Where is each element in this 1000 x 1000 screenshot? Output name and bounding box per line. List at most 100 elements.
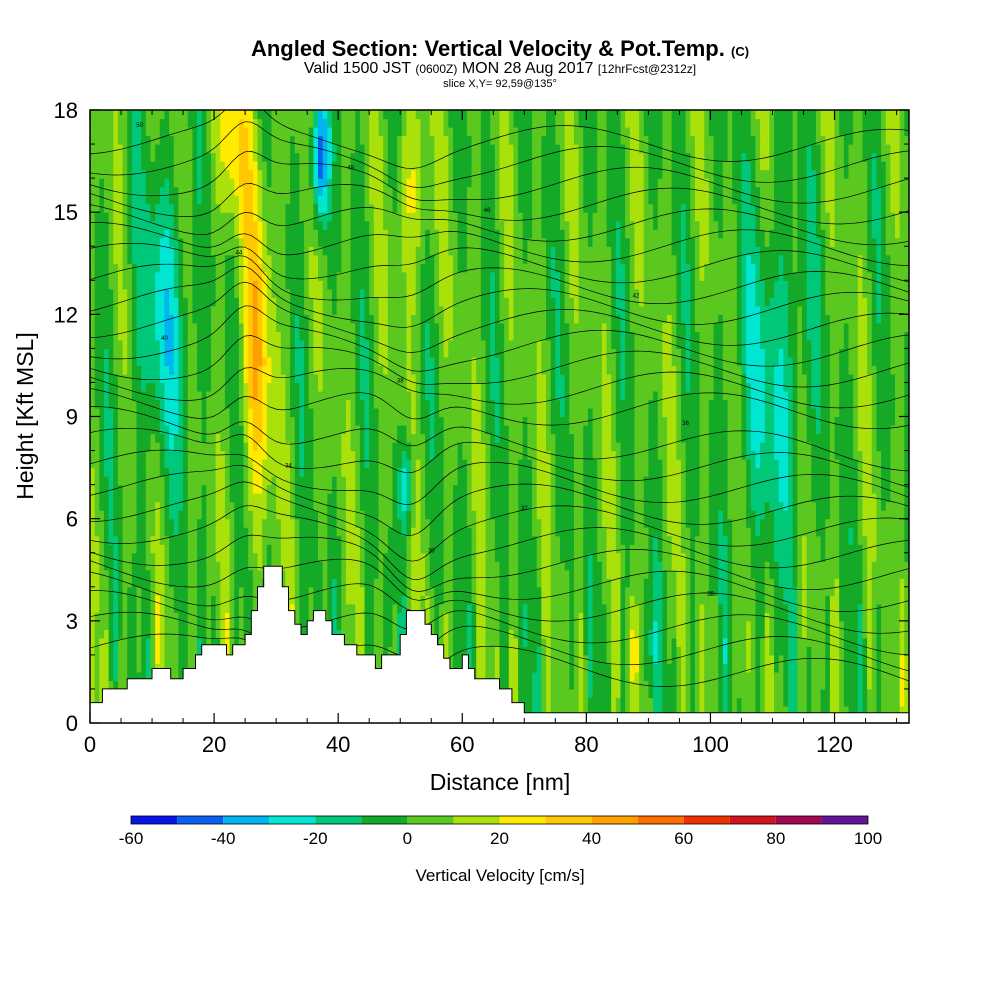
field-cell xyxy=(122,348,128,358)
field-cell xyxy=(113,527,119,537)
field-cell xyxy=(206,603,212,613)
field-cell xyxy=(271,450,277,460)
field-cell xyxy=(369,212,375,222)
field-cell xyxy=(145,263,152,273)
field-cell xyxy=(103,220,110,230)
field-cell xyxy=(290,569,296,579)
field-cell xyxy=(173,220,180,230)
field-cell xyxy=(187,288,193,298)
field-cell xyxy=(299,365,305,375)
field-cell xyxy=(192,493,198,503)
field-cell xyxy=(206,552,212,562)
field-cell xyxy=(150,212,156,222)
field-cell xyxy=(308,416,314,426)
field-cell xyxy=(141,178,147,188)
field-cell xyxy=(345,280,352,290)
field-cell xyxy=(238,254,245,264)
field-cell xyxy=(308,484,314,494)
field-cell xyxy=(210,561,217,571)
field-cell xyxy=(313,399,319,409)
field-cell xyxy=(127,288,133,298)
field-cell xyxy=(220,365,226,375)
field-cell xyxy=(294,178,300,188)
field-cell xyxy=(141,161,147,171)
field-cell xyxy=(117,561,124,571)
field-cell xyxy=(313,195,319,205)
field-cell xyxy=(234,569,240,579)
field-cell xyxy=(150,510,156,520)
field-cell xyxy=(387,195,394,205)
field-cell xyxy=(299,178,305,188)
field-cell xyxy=(336,629,342,639)
field-cell xyxy=(210,237,217,247)
field-cell xyxy=(169,544,175,554)
field-cell xyxy=(397,569,403,579)
field-cell xyxy=(224,135,231,145)
field-cell xyxy=(359,212,366,222)
field-cell xyxy=(155,169,161,179)
field-cell xyxy=(341,331,347,341)
field-cell xyxy=(99,331,105,341)
field-cell xyxy=(280,314,287,324)
field-cell xyxy=(113,459,119,469)
field-cell xyxy=(322,169,328,179)
field-cell xyxy=(159,603,166,613)
field-cell xyxy=(364,646,370,656)
field-cell xyxy=(383,373,389,384)
field-cell xyxy=(155,637,161,647)
field-cell xyxy=(280,246,287,256)
field-cell xyxy=(350,586,356,596)
field-cell xyxy=(355,331,361,341)
field-cell xyxy=(397,629,403,639)
field-cell xyxy=(122,586,128,596)
field-cell xyxy=(331,467,338,477)
field-cell xyxy=(220,195,226,205)
field-cell xyxy=(108,518,114,528)
field-cell xyxy=(378,603,384,613)
field-cell xyxy=(331,348,338,358)
field-cell xyxy=(103,544,110,554)
field-cell xyxy=(169,467,175,477)
field-cell xyxy=(271,195,277,205)
field-cell xyxy=(192,407,198,418)
field-cell xyxy=(206,271,212,281)
field-cell xyxy=(406,493,412,503)
field-cell xyxy=(122,373,128,384)
field-cell xyxy=(313,169,319,179)
field-cell xyxy=(90,246,96,256)
field-cell xyxy=(331,314,338,324)
field-cell xyxy=(127,442,133,452)
field-cell xyxy=(229,433,235,443)
field-cell xyxy=(252,450,259,460)
field-cell xyxy=(197,178,203,188)
field-cell xyxy=(373,637,380,647)
field-cell xyxy=(257,399,263,409)
field-cell xyxy=(103,144,110,154)
field-cell xyxy=(392,288,398,298)
field-cell xyxy=(364,637,370,647)
field-cell xyxy=(127,425,133,435)
field-cell xyxy=(103,637,110,647)
field-cell xyxy=(99,322,105,332)
field-cell xyxy=(387,178,394,188)
field-cell xyxy=(401,561,408,571)
field-cell xyxy=(229,288,235,298)
field-cell xyxy=(308,373,314,384)
field-cell xyxy=(369,348,375,358)
field-cell xyxy=(364,527,370,537)
field-cell xyxy=(392,442,398,452)
field-cell xyxy=(131,603,138,613)
field-cell xyxy=(392,569,398,579)
field-cell xyxy=(262,433,268,443)
field-cell xyxy=(271,161,277,171)
field-cell xyxy=(192,220,198,230)
field-cell xyxy=(355,518,361,528)
field-cell xyxy=(238,399,245,409)
field-cell xyxy=(229,110,235,120)
field-cell xyxy=(183,484,189,494)
field-cell xyxy=(113,535,119,545)
field-cell xyxy=(103,178,110,188)
field-cell xyxy=(383,186,389,196)
field-cell xyxy=(299,382,305,392)
field-cell xyxy=(122,680,128,690)
